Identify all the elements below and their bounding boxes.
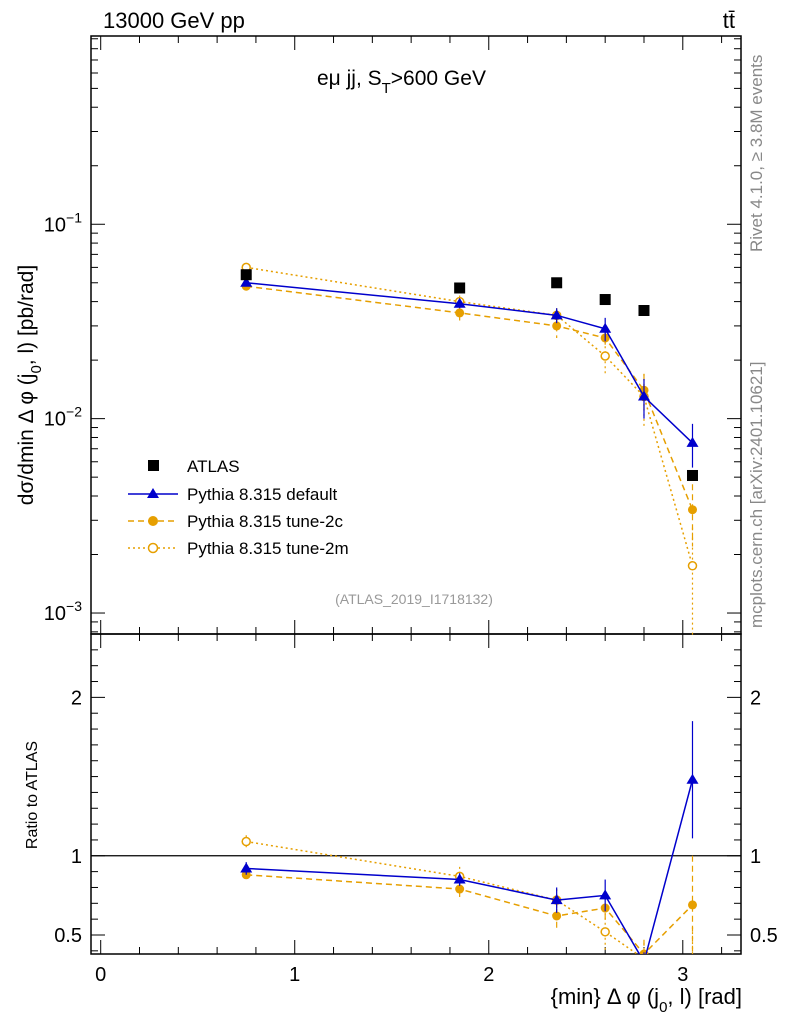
series-layer	[240, 262, 699, 966]
data-point-atlas	[240, 269, 252, 281]
data-point-main	[600, 351, 610, 361]
legend-label-tune-2m: Pythia 8.315 tune-2m	[187, 539, 349, 558]
x-axis-label: {min} Δ φ (j0, l) [rad]	[551, 984, 742, 1016]
data-point-main	[686, 436, 699, 447]
y-tick-label-ratio-right: 1	[750, 846, 761, 868]
data-point-ratio	[550, 894, 563, 905]
data-point-main	[599, 322, 612, 333]
x-tick-label: 2	[483, 964, 494, 986]
data-point-ratio	[638, 956, 650, 966]
series-ratio-pythia-8-315-tune-2m	[241, 835, 696, 963]
data-point-ratio	[552, 911, 562, 921]
data-point-main	[453, 297, 466, 308]
y-tick-label-ratio-right: 2	[750, 687, 761, 709]
series-line-main	[246, 266, 694, 566]
series-atlas	[240, 269, 698, 481]
y-tick-label-ratio: 0.5	[54, 925, 82, 947]
rivet-label: Rivet 4.1.0, ≥ 3.8M events	[747, 55, 766, 252]
data-point-ratio	[240, 862, 253, 873]
series-line-main	[246, 282, 694, 444]
data-point-main	[240, 276, 253, 287]
y-tick-label-ratio: 1	[71, 846, 82, 868]
y-tick-label-ratio: 2	[71, 687, 82, 709]
y-tick-label-main: 10−2	[44, 404, 82, 431]
data-point-atlas	[686, 469, 698, 481]
series-pythia-8-315-tune-2c	[241, 281, 697, 954]
y-axis-label: dσ/dmin Δ φ (j0, l) [pb/rad]	[15, 265, 45, 505]
data-point-ratio	[640, 955, 648, 963]
data-point-main	[637, 390, 650, 401]
data-point-ratio	[600, 927, 610, 937]
data-point-main	[552, 321, 562, 331]
x-tick-label: 0	[95, 964, 106, 986]
legend-label-atlas: ATLAS	[187, 457, 240, 476]
series-line-ratio	[246, 874, 694, 954]
data-point-ratio	[688, 955, 696, 963]
series-ratio-pythia-8-315-default	[240, 721, 699, 966]
y-tick-label-main: 10−3	[44, 598, 82, 625]
series-line-ratio	[246, 840, 639, 954]
data-point-atlas	[454, 282, 466, 294]
series-ratio-pythia-8-315-tune-2c	[241, 855, 697, 954]
x-tick-label: 3	[677, 964, 688, 986]
legend: ATLAS Pythia 8.315 default Pythia 8.315 …	[128, 457, 349, 558]
legend-label-default: Pythia 8.315 default	[187, 485, 338, 504]
beam-label: 13000 GeV pp	[103, 8, 245, 33]
data-point-main	[687, 505, 697, 515]
data-point-main	[550, 309, 563, 320]
data-point-ratio	[241, 836, 251, 847]
axis-ticks: 0 1 2 3 10−1 10−2 10−3 2 2 1 1 0.5 0.5	[44, 36, 778, 986]
legend-item-tune-2m: Pythia 8.315 tune-2m	[128, 539, 349, 558]
y-tick-label-ratio-right: 0.5	[750, 925, 778, 947]
series-pythia-8-315-default	[240, 276, 699, 966]
data-point-ratio	[686, 773, 699, 784]
series-line-main	[246, 285, 694, 510]
analysis-label: (ATLAS_2019_I1718132)	[335, 591, 493, 607]
data-point-main	[455, 308, 465, 318]
data-point-ratio	[453, 873, 466, 884]
y-tick-label-main: 10−1	[44, 209, 82, 236]
legend-item-default: Pythia 8.315 default	[128, 485, 338, 504]
mcplots-label: mcplots.cern.ch [arXiv:2401.10621]	[747, 362, 766, 628]
ratio-y-axis-label: Ratio to ATLAS	[24, 741, 41, 849]
data-point-atlas	[599, 294, 611, 306]
ratio-panel-frame	[90, 633, 742, 955]
data-point-atlas	[638, 305, 650, 317]
data-point-ratio	[687, 900, 697, 910]
legend-label-tune-2c: Pythia 8.315 tune-2c	[187, 512, 343, 531]
data-point-main	[687, 561, 698, 571]
process-label: tt̄	[723, 8, 735, 33]
legend-item-tune-2c: Pythia 8.315 tune-2c	[128, 512, 343, 531]
chart-title: eμ jj, ST>600 GeV	[317, 67, 486, 97]
data-point-ratio	[455, 884, 465, 894]
x-tick-label: 1	[289, 964, 300, 986]
data-point-ratio	[599, 889, 612, 900]
data-point-atlas	[551, 277, 563, 289]
legend-item-atlas: ATLAS	[148, 457, 240, 476]
series-line-ratio	[246, 779, 694, 954]
